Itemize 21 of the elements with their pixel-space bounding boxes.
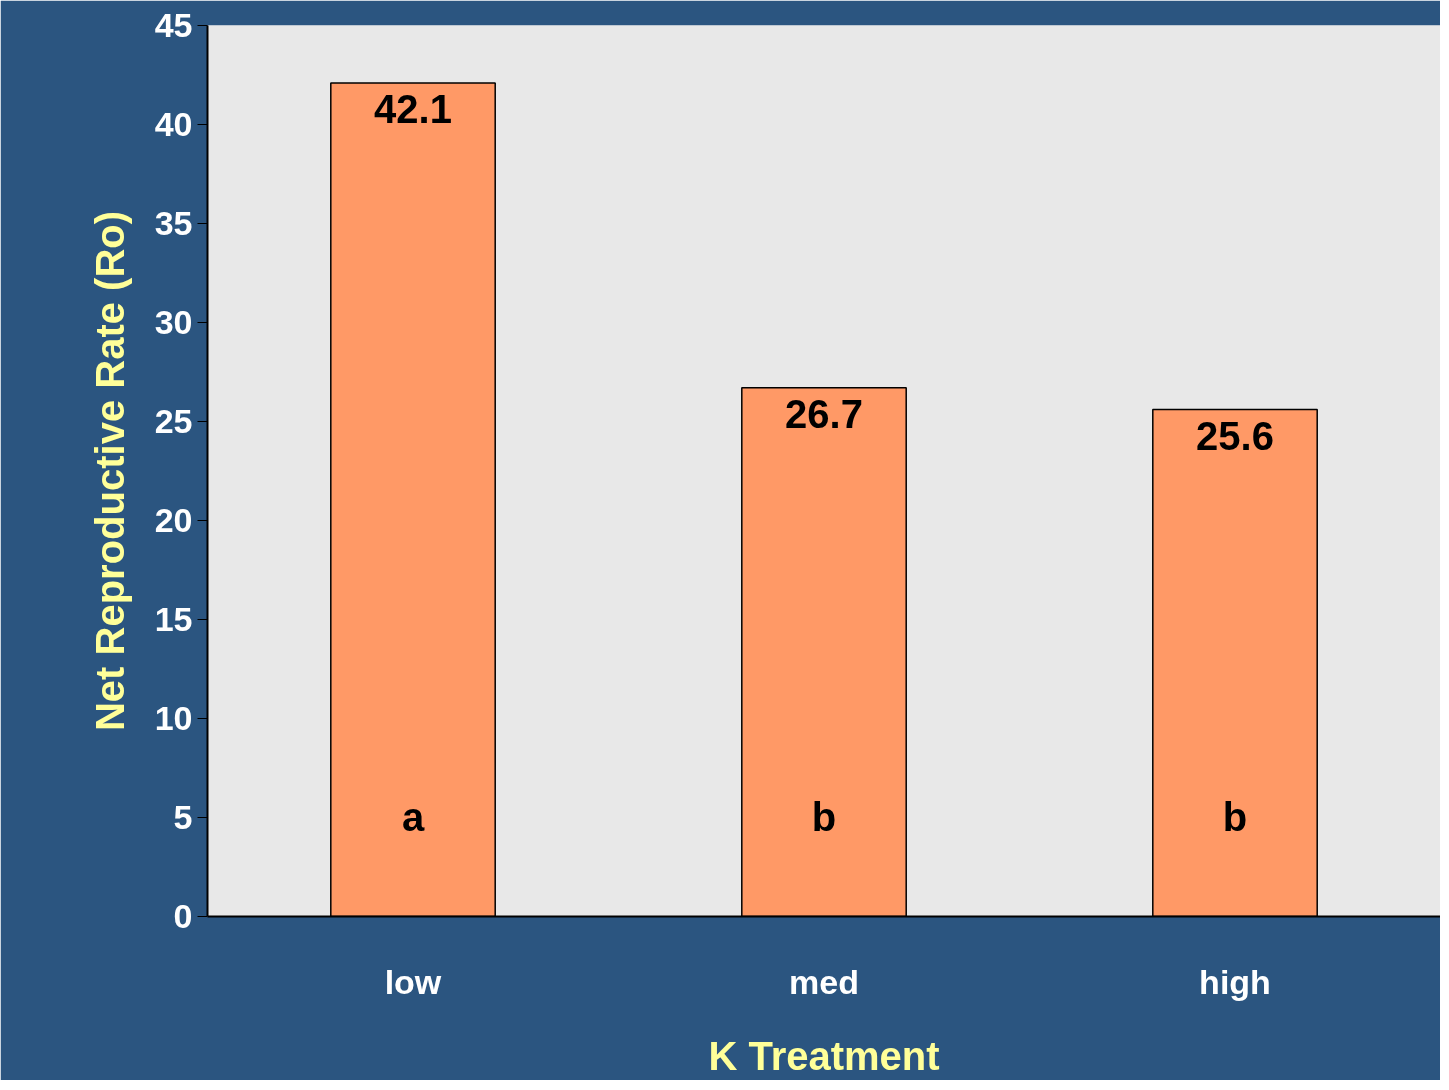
x-tick-label: low <box>384 962 442 1001</box>
y-tick-label: 25 <box>154 402 193 440</box>
x-tick-label: med <box>789 962 859 1001</box>
data-label: 26.7 <box>785 391 863 436</box>
x-axis-title: K Treatment <box>708 1033 940 1078</box>
annotation: a <box>401 794 425 839</box>
data-label: 42.1 <box>374 86 452 131</box>
annotation: b <box>1222 794 1248 839</box>
y-axis-title: Net Reproductive Rate (Ro) <box>87 210 132 732</box>
y-tick-label: 30 <box>154 303 193 341</box>
y-tick-label: 40 <box>154 105 193 143</box>
y-tick-label: 45 <box>154 6 193 44</box>
annotation: b <box>811 794 837 839</box>
y-tick-label: 5 <box>173 798 193 836</box>
y-tick-label: 20 <box>154 501 193 539</box>
x-tick-label: high <box>1199 962 1271 1001</box>
data-label: 25.6 <box>1196 413 1274 458</box>
y-tick-label: 15 <box>154 600 193 638</box>
y-tick-label: 10 <box>154 699 193 737</box>
y-tick-label: 0 <box>173 897 193 935</box>
y-tick-label: 35 <box>154 204 193 242</box>
